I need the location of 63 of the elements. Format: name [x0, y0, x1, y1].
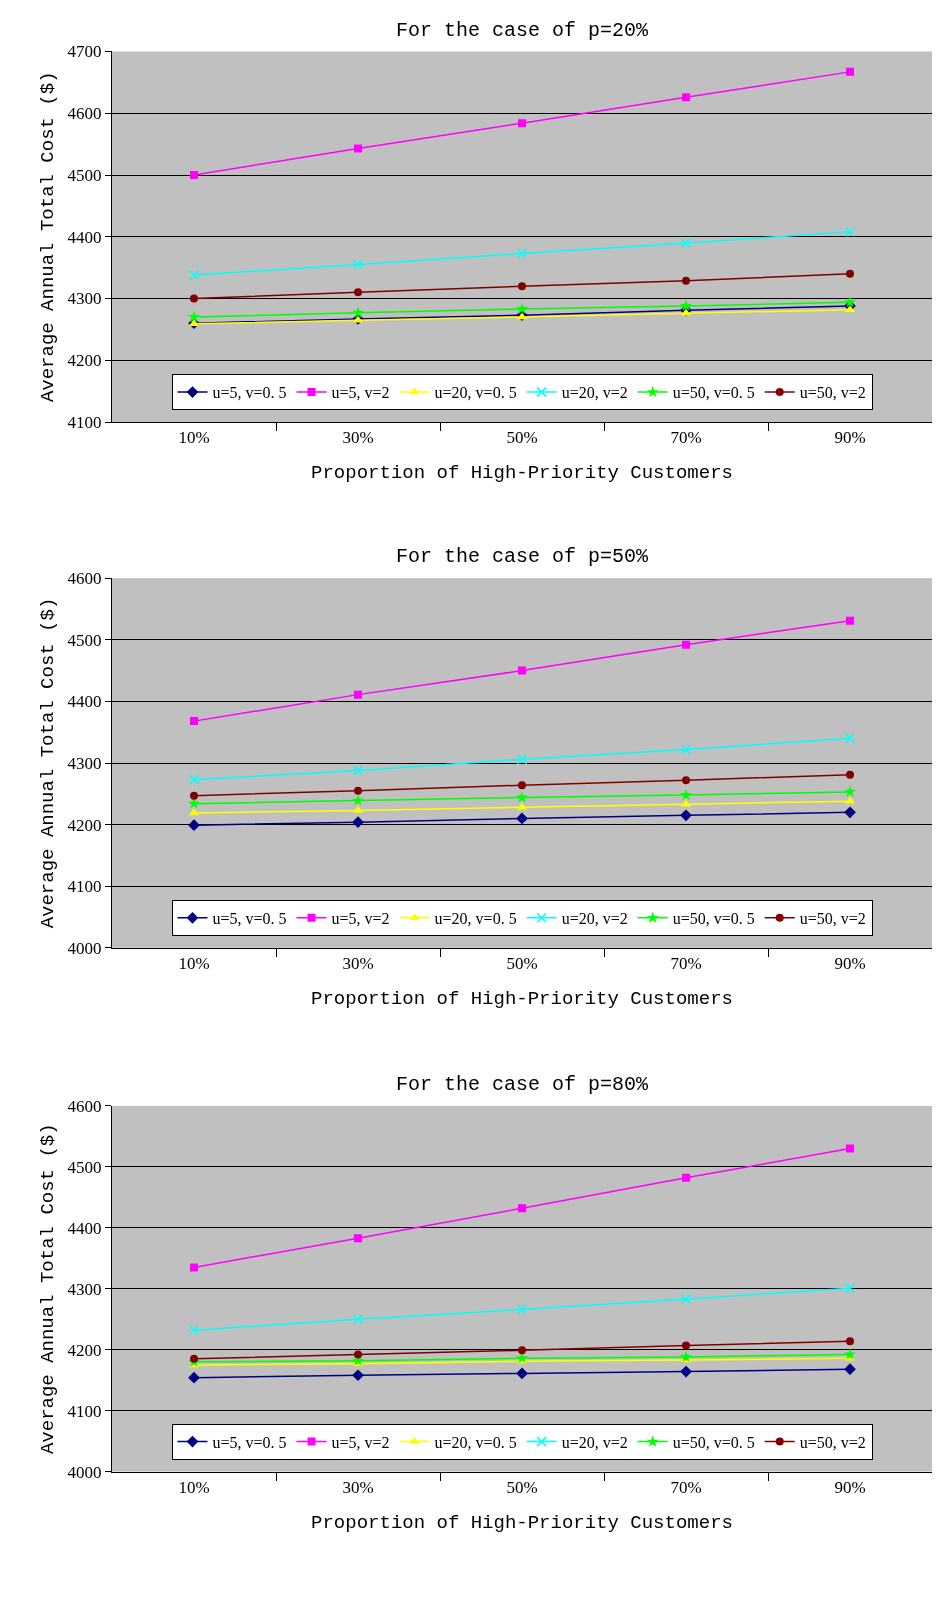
x-tick-label: 10%: [178, 1477, 210, 1497]
legend-label: u=5, v=0. 5: [212, 384, 287, 402]
chart-title: For the case of p=50%: [396, 545, 650, 568]
legend-label: u=20, v=2: [561, 1433, 628, 1451]
legend-label: u=50, v=0. 5: [672, 384, 755, 402]
y-tick-label: 4400: [67, 692, 102, 712]
legend-label: u=20, v=2: [561, 910, 628, 928]
x-axis-title: Proportion of High-Priority Customers: [311, 462, 733, 485]
y-tick-label: 4300: [67, 289, 102, 309]
y-tick-label: 4500: [67, 165, 102, 185]
y-tick-label: 4600: [67, 1096, 102, 1116]
legend-label: u=5, v=0. 5: [212, 1433, 287, 1451]
y-tick-label: 4700: [67, 42, 102, 62]
y-tick-label: 4600: [67, 569, 102, 589]
legend-label: u=5, v=2: [331, 910, 390, 928]
legend-label: u=5, v=2: [331, 1433, 390, 1451]
x-tick-label: 10%: [178, 954, 210, 974]
x-tick-label: 70%: [670, 1477, 702, 1497]
legend-label: u=50, v=2: [799, 384, 866, 402]
y-axis-title: Average Annual Total Cost ($): [37, 597, 60, 929]
y-tick-label: 4200: [67, 1340, 102, 1360]
y-tick-label: 4300: [67, 1279, 102, 1299]
y-tick-label: 4200: [67, 815, 102, 835]
legend-label: u=20, v=0. 5: [434, 1433, 517, 1451]
x-tick-label: 90%: [834, 954, 866, 974]
x-tick-label: 50%: [506, 1477, 538, 1497]
y-tick-label: 4100: [67, 413, 102, 433]
y-tick-label: 4400: [67, 1218, 102, 1238]
legend-label: u=20, v=0. 5: [434, 384, 517, 402]
x-tick-label: 30%: [342, 428, 374, 448]
x-tick-label: 30%: [342, 954, 374, 974]
y-tick-label: 4600: [67, 104, 102, 124]
x-tick-label: 50%: [506, 428, 538, 448]
y-tick-label: 4200: [67, 351, 102, 371]
x-axis-title: Proportion of High-Priority Customers: [311, 988, 733, 1010]
legend-label: u=5, v=0. 5: [212, 910, 287, 928]
y-tick-label: 4400: [67, 227, 102, 247]
x-axis-title: Proportion of High-Priority Customers: [311, 1511, 733, 1534]
y-tick-label: 4500: [67, 630, 102, 650]
x-tick-label: 50%: [506, 954, 538, 974]
legend-label: u=50, v=0. 5: [672, 910, 755, 928]
x-tick-label: 10%: [178, 428, 210, 448]
legend-label: u=20, v=2: [561, 384, 628, 402]
y-tick-label: 4100: [67, 1401, 102, 1421]
legend-label: u=20, v=0. 5: [434, 910, 517, 928]
x-tick-label: 90%: [834, 428, 866, 448]
legend-label: u=50, v=2: [799, 910, 866, 928]
y-axis-title: Average Annual Total Cost ($): [37, 1123, 60, 1455]
x-tick-label: 70%: [670, 954, 702, 974]
x-tick-label: 90%: [834, 1477, 866, 1497]
y-axis-title: Average Annual Total Cost ($): [37, 71, 60, 403]
y-tick-label: 4000: [67, 1462, 102, 1482]
legend-label: u=50, v=2: [799, 1433, 866, 1451]
y-tick-label: 4500: [67, 1157, 102, 1177]
chart-title: For the case of p=80%: [396, 1073, 650, 1096]
y-tick-label: 4100: [67, 877, 102, 897]
y-tick-label: 4300: [67, 753, 102, 773]
x-tick-label: 70%: [670, 428, 702, 448]
chart-title: For the case of p=20%: [396, 19, 650, 42]
legend-label: u=50, v=0. 5: [672, 1433, 755, 1451]
y-tick-label: 4000: [67, 938, 102, 958]
x-tick-label: 30%: [342, 1477, 374, 1497]
legend-label: u=5, v=2: [331, 384, 390, 402]
